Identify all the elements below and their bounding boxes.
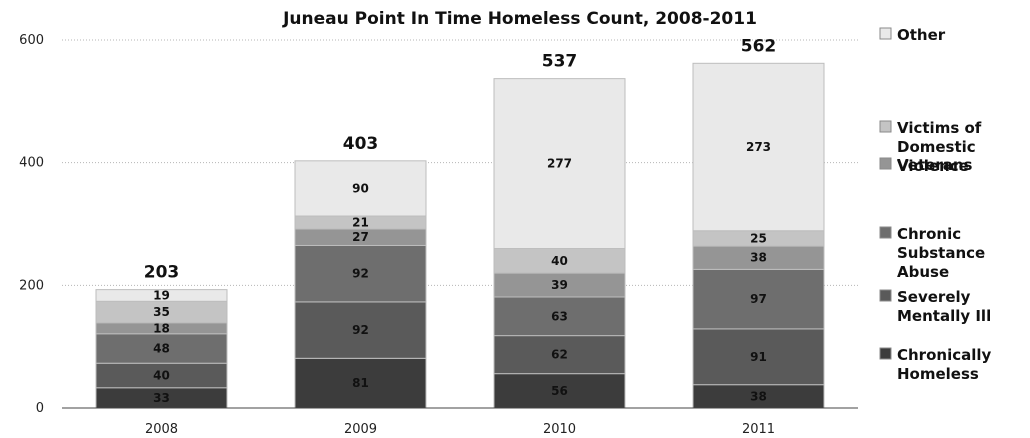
segment-value-label: 27: [352, 230, 369, 244]
legend-swatch: [879, 27, 892, 40]
bar-total-label: 403: [343, 134, 379, 154]
legend-label: Domestic: [897, 138, 976, 156]
legend-swatch: [879, 347, 892, 360]
segment-value-label: 90: [352, 181, 369, 195]
bar-total-label: 203: [144, 263, 180, 283]
legend-label: Other: [897, 26, 946, 44]
legend-swatch: [879, 289, 892, 302]
segment-value-label: 56: [551, 384, 568, 398]
segment-value-label: 25: [750, 231, 767, 245]
bar-segment: [493, 78, 626, 250]
y-tick-label: 400: [19, 156, 44, 171]
legend-swatch: [879, 157, 892, 170]
bar-segment: [493, 248, 626, 274]
legend-label: Mentally Ill: [897, 307, 991, 325]
bar-total-label: 562: [741, 36, 777, 56]
y-axis: 0 200 400 600: [19, 33, 44, 416]
x-tick-label: 2010: [543, 422, 576, 437]
bar-segment: [95, 289, 228, 302]
segment-value-label: 40: [153, 368, 170, 382]
bar-segment: [294, 244, 427, 303]
bar-total-label: 537: [542, 52, 578, 72]
segment-value-label: 19: [153, 288, 170, 302]
segment-value-label: 62: [551, 348, 568, 362]
bar-segment: [493, 296, 626, 337]
segment-value-label: 48: [153, 342, 170, 356]
y-tick-label: 0: [36, 401, 44, 416]
bar-segment: [692, 328, 825, 386]
segment-value-label: 97: [750, 292, 767, 306]
y-tick-label: 200: [19, 278, 44, 293]
bar-segment: [294, 160, 427, 217]
segment-value-label: 39: [551, 278, 568, 292]
legend-label: Veterans: [897, 156, 973, 174]
bar-segment: [95, 362, 228, 389]
segment-value-label: 91: [750, 350, 767, 364]
x-tick-label: 2008: [145, 422, 178, 437]
legend-label: Victims of: [897, 119, 982, 137]
segment-value-label: 38: [750, 251, 767, 265]
bar-segment: [493, 335, 626, 375]
legend-label: Severely: [897, 288, 971, 306]
segment-value-label: 33: [153, 391, 170, 405]
bar-segment: [692, 268, 825, 330]
legend-label: Abuse: [897, 263, 949, 281]
segment-value-label: 92: [352, 323, 369, 337]
bar-segment: [493, 373, 626, 409]
segment-value-label: 35: [153, 305, 170, 319]
segment-value-label: 273: [746, 140, 771, 154]
legend-label: Chronically: [897, 346, 992, 364]
legend-swatch: [879, 226, 892, 239]
legend-swatch: [879, 120, 892, 133]
legend-label: Homeless: [897, 365, 979, 383]
y-tick-label: 600: [19, 33, 44, 48]
segment-value-label: 63: [551, 309, 568, 323]
segment-value-label: 38: [750, 389, 767, 403]
x-tick-label: 2009: [344, 422, 377, 437]
chart-title: Juneau Point In Time Homeless Count, 200…: [282, 9, 757, 29]
bar-segment: [692, 62, 825, 232]
legend-label: Substance: [897, 244, 985, 262]
segment-value-label: 40: [551, 254, 568, 268]
legend-label: Chronic: [897, 225, 961, 243]
segment-value-label: 81: [352, 376, 369, 390]
segment-value-label: 277: [547, 157, 572, 171]
segment-value-label: 21: [352, 215, 369, 229]
segment-value-label: 92: [352, 267, 369, 281]
x-tick-label: 2011: [742, 422, 775, 437]
legend-label: Violence: [897, 157, 969, 175]
segment-value-label: 18: [153, 321, 170, 335]
x-axis: 2008 2009 2010 2011: [62, 407, 858, 437]
